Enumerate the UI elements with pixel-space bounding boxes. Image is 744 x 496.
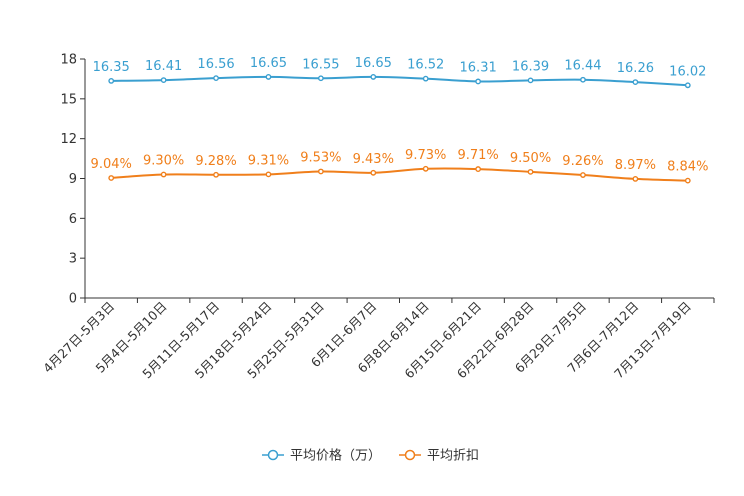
data-point[interactable] xyxy=(213,75,219,82)
data-label: 16.56 xyxy=(197,57,234,72)
data-point[interactable] xyxy=(684,177,691,184)
data-point[interactable] xyxy=(317,168,324,175)
data-point[interactable] xyxy=(527,77,534,84)
legend-label: 平均折扣 xyxy=(427,449,479,464)
data-label: 9.31% xyxy=(248,153,289,168)
data-point[interactable] xyxy=(684,82,691,89)
chart-axes: 03691215184月27日-5月3日5月4日-5月10日5月11日-5月17… xyxy=(40,53,715,381)
data-label: 9.43% xyxy=(353,152,394,167)
data-point[interactable] xyxy=(317,75,324,82)
series-layer: 16.35 16.41 16.56 16.65 16.55 16.65 16.52 16.31… xyxy=(91,56,708,184)
data-label: 16.52 xyxy=(407,58,444,73)
data-point[interactable] xyxy=(475,78,482,85)
y-tick-label: 15 xyxy=(60,92,77,107)
series-line xyxy=(111,167,688,182)
data-label: 16.31 xyxy=(460,60,497,75)
data-point[interactable] xyxy=(422,165,429,172)
data-point[interactable] xyxy=(370,169,377,176)
data-point[interactable] xyxy=(108,175,115,181)
legend-item-1[interactable]: 平均价格（万） xyxy=(262,448,381,464)
series-2: 9.04% 9.30% 9.28% 9.31% 9.53% 9.43% 9.73% 9.71%… xyxy=(91,148,708,184)
data-point[interactable] xyxy=(422,75,429,82)
y-tick-label: 12 xyxy=(60,132,77,147)
data-point[interactable] xyxy=(265,171,272,178)
data-label: 9.30% xyxy=(143,154,184,169)
y-tick-label: 9 xyxy=(69,172,77,187)
data-point[interactable] xyxy=(475,166,482,172)
y-tick-label: 18 xyxy=(60,53,77,68)
data-label: 9.50% xyxy=(510,151,551,166)
data-point[interactable] xyxy=(632,175,639,182)
data-label: 8.97% xyxy=(615,158,656,173)
legend-marker-icon xyxy=(267,449,279,461)
data-point[interactable] xyxy=(370,74,377,80)
data-point[interactable] xyxy=(213,171,219,178)
y-tick-label: 3 xyxy=(69,252,77,267)
data-point[interactable] xyxy=(160,171,167,178)
legend-label: 平均价格（万） xyxy=(290,448,381,464)
data-label: 16.65 xyxy=(250,56,287,71)
data-point[interactable] xyxy=(160,77,167,84)
data-label: 16.39 xyxy=(512,59,549,74)
data-point[interactable] xyxy=(580,172,586,178)
data-label: 9.71% xyxy=(457,148,498,163)
data-label: 9.73% xyxy=(405,148,446,163)
data-label: 9.28% xyxy=(195,154,236,169)
legend-marker-icon xyxy=(404,449,416,461)
data-point[interactable] xyxy=(632,79,639,86)
data-label: 9.26% xyxy=(562,154,603,169)
data-point[interactable] xyxy=(265,74,272,80)
data-label: 8.84% xyxy=(667,160,708,175)
series-1: 16.35 16.41 16.56 16.65 16.55 16.65 16.52 16.31… xyxy=(93,56,706,89)
data-label: 16.44 xyxy=(564,59,601,74)
data-label: 16.41 xyxy=(145,59,182,74)
data-label: 9.53% xyxy=(300,150,341,165)
series-line xyxy=(111,75,688,87)
data-label: 16.26 xyxy=(617,61,654,76)
data-label: 9.04% xyxy=(91,157,132,172)
data-point[interactable] xyxy=(108,78,115,84)
data-label: 16.35 xyxy=(93,60,130,75)
chart-legend: 平均价格（万） 平均折扣 xyxy=(262,448,479,464)
data-label: 16.65 xyxy=(355,56,392,71)
data-point[interactable] xyxy=(580,76,586,83)
data-point[interactable] xyxy=(527,168,534,175)
data-label: 16.02 xyxy=(669,64,706,79)
y-tick-label: 6 xyxy=(69,212,77,227)
legend-item-2[interactable]: 平均折扣 xyxy=(399,449,479,464)
data-label: 16.55 xyxy=(302,57,339,72)
y-tick-label: 0 xyxy=(69,292,77,307)
